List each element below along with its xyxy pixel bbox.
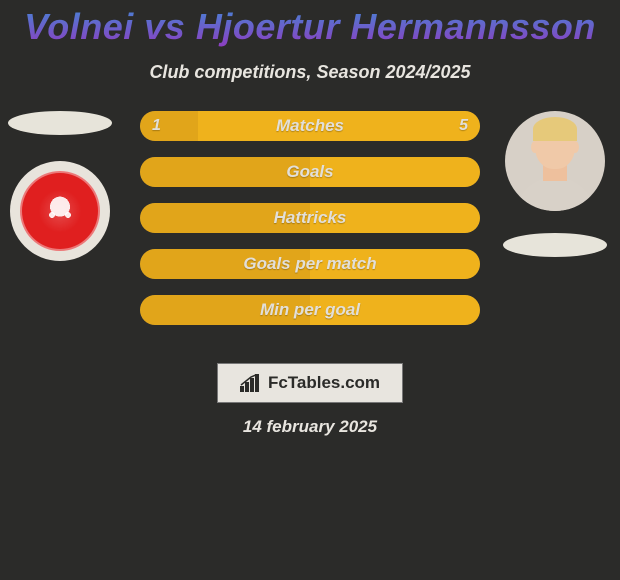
stat-bar: Goals (140, 157, 480, 187)
stat-bar: Goals per match (140, 249, 480, 279)
shadow-ellipse-icon (503, 233, 607, 257)
player-left-column (0, 111, 120, 261)
subtitle: Club competitions, Season 2024/2025 (0, 62, 620, 83)
bar-value-left: 1 (152, 111, 161, 141)
bar-label: Hattricks (140, 203, 480, 233)
player-right-column (490, 111, 620, 257)
stat-bar: Min per goal (140, 295, 480, 325)
stat-bar: Hattricks (140, 203, 480, 233)
bar-label: Min per goal (140, 295, 480, 325)
stat-bar: Matches1 5 (140, 111, 480, 141)
shadow-ellipse-icon (8, 111, 112, 135)
page-title: Volnei vs Hjoertur Hermannsson (0, 0, 620, 48)
player-photo-icon (505, 111, 605, 211)
footer: FcTables.com 14 february 2025 (0, 363, 620, 437)
bars-icon (240, 374, 262, 392)
bar-value-right: 5 (459, 111, 468, 141)
date-text: 14 february 2025 (0, 417, 620, 437)
bar-label: Goals per match (140, 249, 480, 279)
stat-bars: Matches1 5 Goals Hattricks Goals per match Mi… (140, 111, 480, 341)
bar-label: Goals (140, 157, 480, 187)
club-badge-icon (10, 161, 110, 261)
comparison-area: Matches1 5 Goals Hattricks Goals per match Mi… (0, 111, 620, 351)
source-logo: FcTables.com (217, 363, 403, 403)
bar-label: Matches (140, 111, 480, 141)
source-logo-text: FcTables.com (268, 373, 380, 393)
